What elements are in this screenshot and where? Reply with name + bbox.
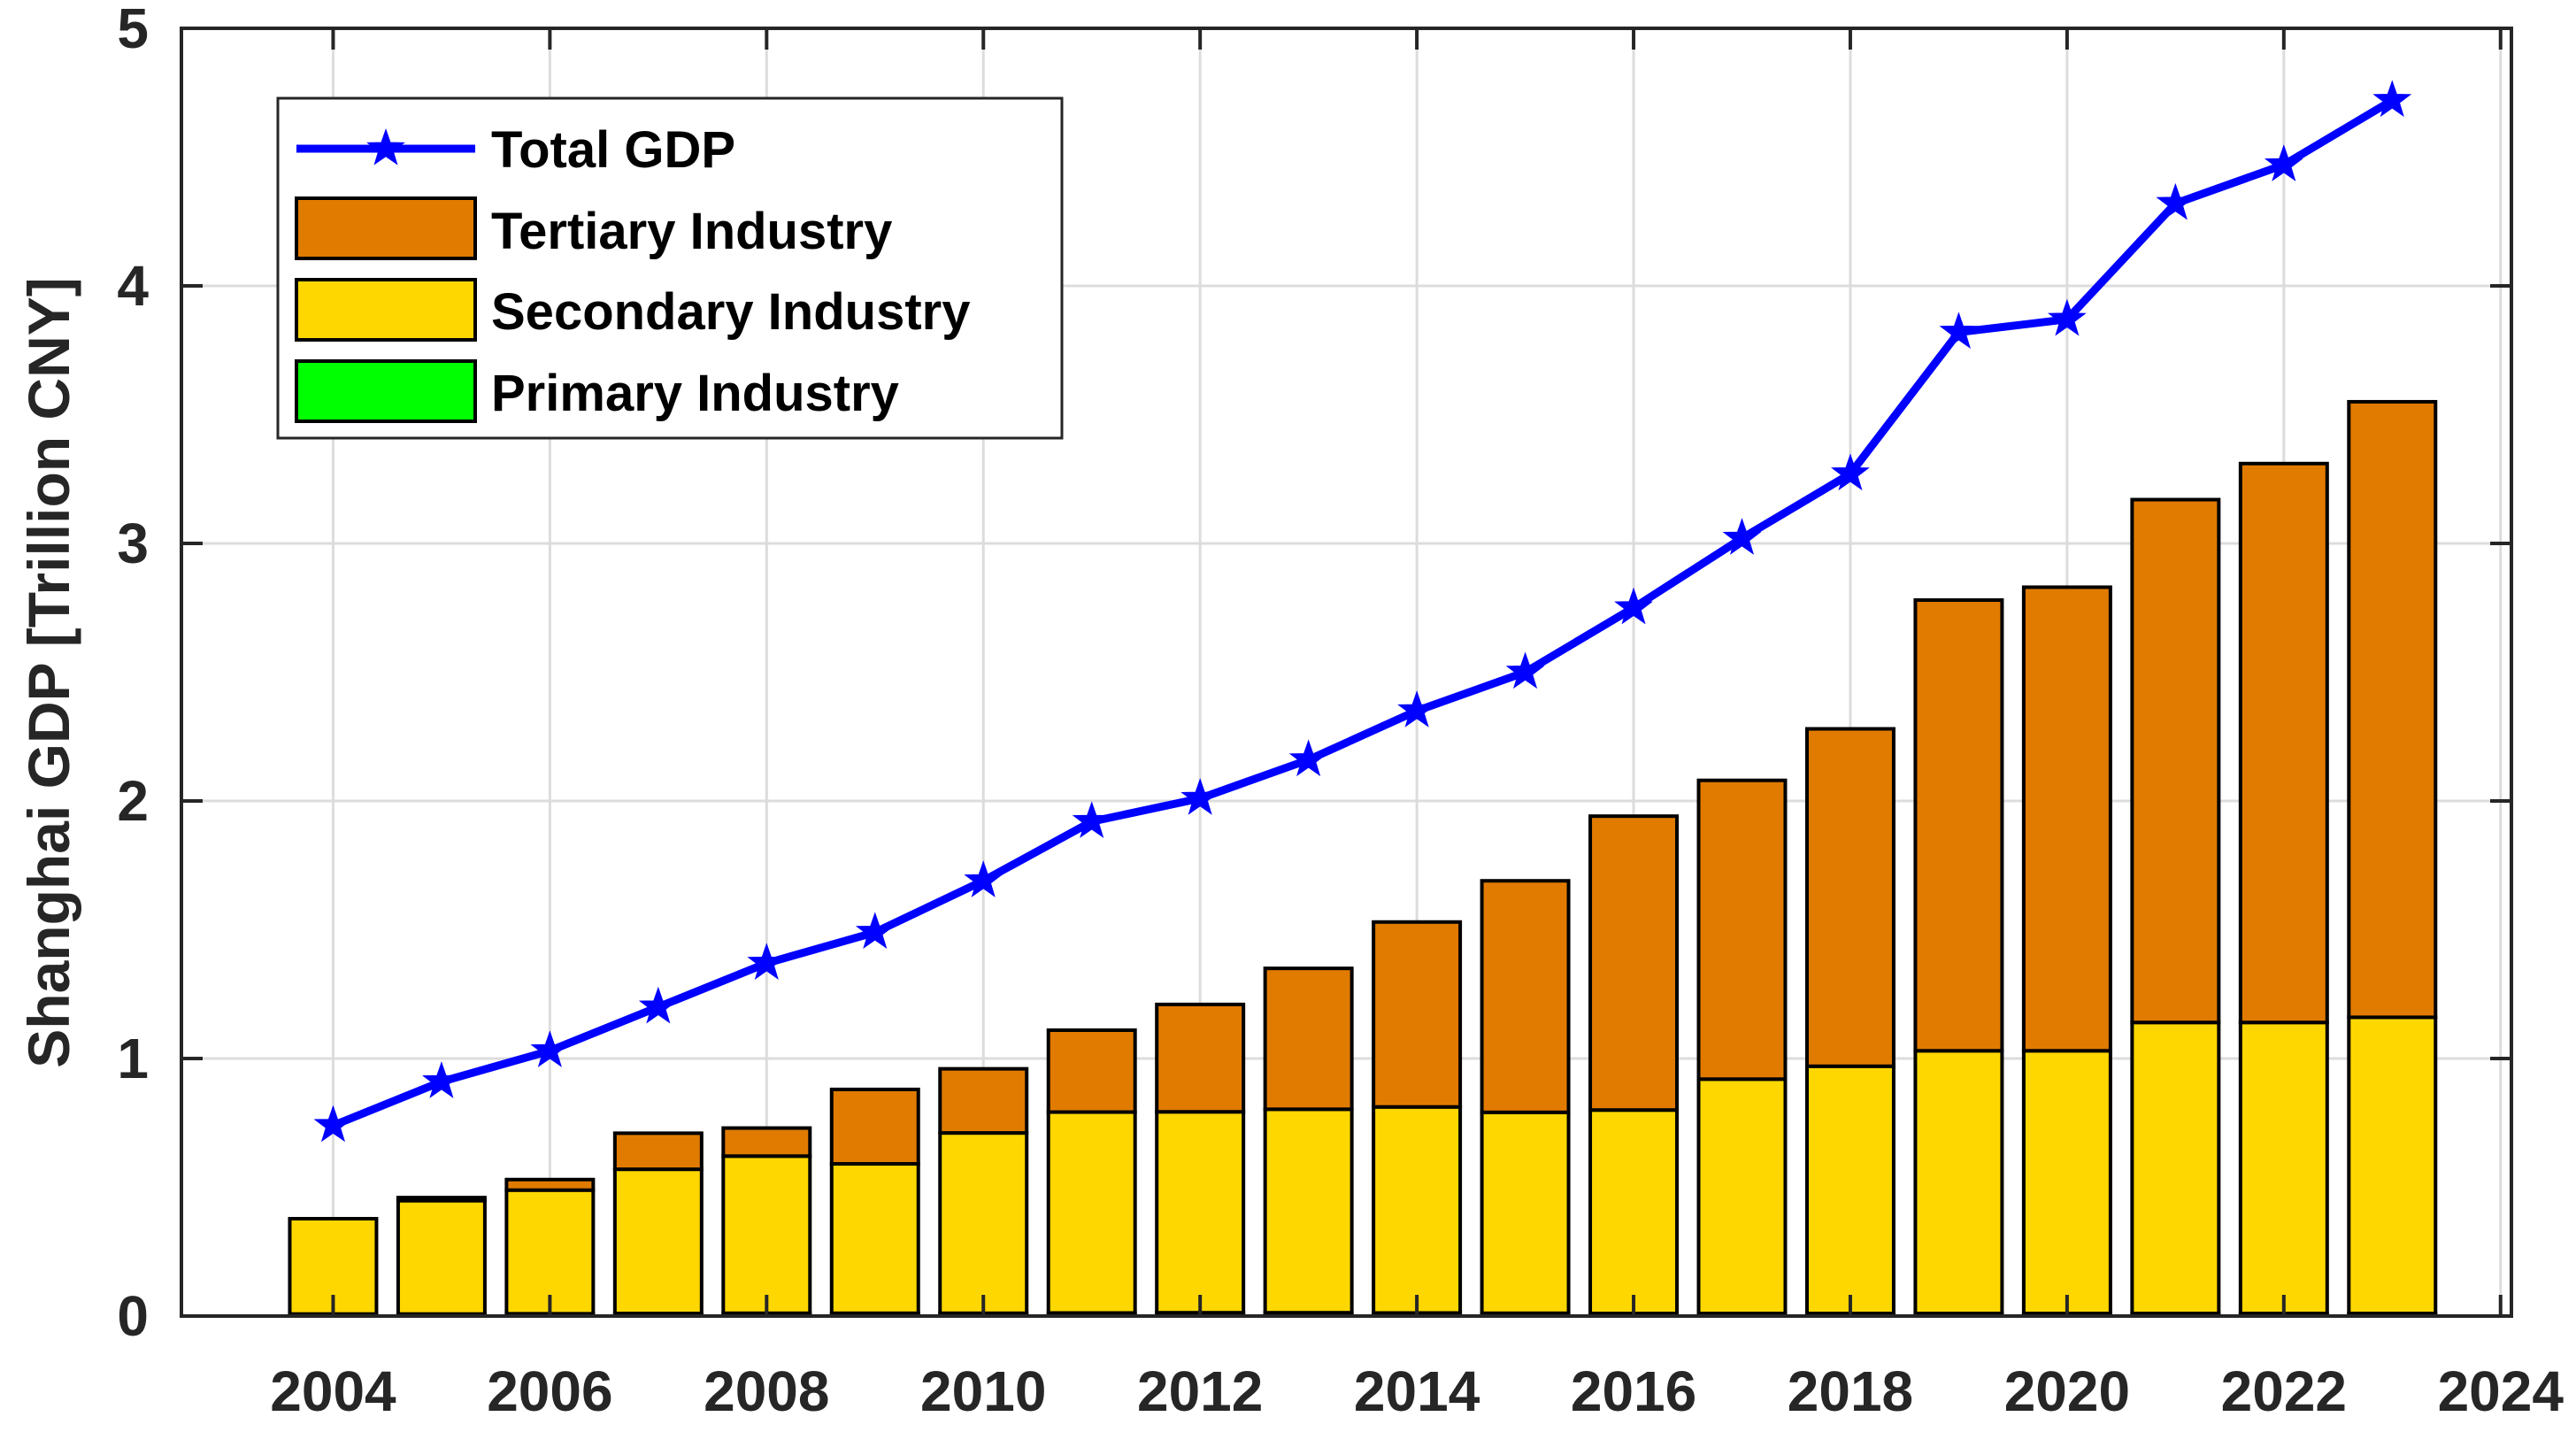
bar-tertiary-industry	[1696, 778, 1788, 1082]
total-gdp-point	[1072, 801, 1111, 838]
legend-star-icon	[366, 127, 405, 166]
total-gdp-point	[2047, 298, 2087, 336]
bars	[288, 399, 2438, 1319]
bar-tertiary-industry	[612, 1131, 704, 1172]
legend-item-tertiary: Tertiary Industry	[295, 196, 892, 260]
x-tick-label: 2022	[2221, 1359, 2347, 1423]
bar-secondary-industry	[938, 1131, 1029, 1315]
x-tick-label: 2008	[704, 1359, 829, 1423]
total-gdp-point	[1614, 587, 1653, 625]
bar-secondary-industry	[829, 1162, 920, 1315]
bar-secondary-industry	[1696, 1077, 1788, 1316]
bar-tertiary-industry	[1804, 727, 1895, 1068]
total-gdp-point	[1831, 453, 1870, 491]
total-gdp-point	[1288, 739, 1328, 777]
x-tick-label: 2010	[920, 1359, 1046, 1423]
legend-swatch-primary	[295, 359, 477, 423]
bar-tertiary-industry	[504, 1177, 596, 1192]
bar-secondary-industry	[2130, 1020, 2221, 1316]
total-gdp-point	[2156, 182, 2195, 220]
x-tick-label: 2020	[2004, 1359, 2130, 1423]
legend-swatch-tertiary	[295, 196, 477, 260]
bar-secondary-industry	[396, 1198, 487, 1316]
bar-secondary-industry	[1046, 1110, 1137, 1315]
total-gdp-point	[313, 1105, 353, 1143]
total-gdp-point	[1939, 312, 1979, 350]
bar-secondary-industry	[504, 1188, 596, 1316]
bar-secondary-industry	[2347, 1015, 2438, 1316]
axes-box	[180, 27, 2513, 1318]
total-gdp-point	[422, 1061, 461, 1098]
bar-tertiary-industry	[1155, 1002, 1246, 1114]
tick-marks	[181, 27, 2511, 1318]
bar-tertiary-industry	[1480, 879, 1571, 1114]
bar-secondary-industry	[1913, 1049, 2004, 1316]
x-tick-label: 2018	[1788, 1359, 1913, 1423]
x-tick-labels: 2004 2006 2008 2010 2012 2014 2016 2018 2020 2022…	[270, 1359, 2564, 1423]
y-tick-label: 5	[117, 0, 149, 60]
bar-secondary-industry	[721, 1154, 812, 1315]
x-tick-label: 2004	[270, 1359, 396, 1423]
legend: Total GDP Tertiary Industry Secondary In…	[276, 96, 1064, 440]
y-tick-label: 4	[117, 254, 149, 318]
total-gdp-point	[2264, 144, 2303, 181]
bar-tertiary-industry	[721, 1126, 812, 1159]
bar-secondary-industry	[2021, 1049, 2112, 1316]
bar-secondary-industry	[1372, 1105, 1463, 1315]
bar-secondary-industry	[2238, 1020, 2329, 1316]
bar-secondary-industry	[1263, 1107, 1354, 1315]
bar-tertiary-industry	[1372, 920, 1463, 1109]
legend-item-total-gdp: Total GDP	[296, 121, 735, 179]
bar-tertiary-industry	[829, 1087, 920, 1166]
total-gdp-point	[530, 1030, 570, 1067]
bar-secondary-industry	[1480, 1110, 1571, 1315]
total-gdp-point	[964, 860, 1003, 897]
bar-tertiary-industry	[1913, 598, 2004, 1053]
x-tick-label: 2012	[1137, 1359, 1263, 1423]
total-gdp-point	[1180, 778, 1220, 815]
bar-secondary-industry	[1155, 1110, 1246, 1315]
y-tick-labels: 0 1 2 3 4 5	[117, 0, 149, 1348]
legend-label-secondary: Secondary Industry	[491, 283, 970, 341]
legend-item-secondary: Secondary Industry	[295, 278, 970, 342]
x-tick-label: 2016	[1571, 1359, 1696, 1423]
legend-item-primary: Primary Industry	[295, 359, 899, 423]
bar-tertiary-industry	[2021, 585, 2112, 1053]
bar-tertiary-industry	[1263, 966, 1354, 1112]
bar-secondary-industry	[1588, 1108, 1680, 1316]
bar-secondary-industry	[1804, 1064, 1895, 1316]
bar-tertiary-industry	[2130, 497, 2221, 1025]
y-axis-label: Shanghai GDP [Trillion CNY]	[16, 277, 81, 1068]
x-tick-label: 2024	[2438, 1359, 2564, 1423]
y-tick-label: 2	[117, 769, 149, 833]
bar-tertiary-industry	[938, 1066, 1029, 1136]
bar-tertiary-industry	[1046, 1028, 1137, 1114]
bar-tertiary-industry	[1588, 814, 1680, 1112]
legend-label-tertiary: Tertiary Industry	[491, 203, 892, 260]
x-tick-label: 2014	[1354, 1359, 1480, 1423]
total-gdp-point	[2372, 80, 2412, 118]
legend-label-total-gdp: Total GDP	[491, 121, 735, 179]
y-tick-label: 1	[117, 1027, 149, 1090]
total-gdp-point	[855, 912, 895, 950]
total-gdp-point	[1397, 690, 1437, 728]
bar-tertiary-industry	[396, 1196, 487, 1203]
bar-secondary-industry	[612, 1167, 704, 1316]
y-tick-label: 0	[117, 1284, 149, 1348]
total-gdp-line	[331, 96, 2395, 1129]
y-tick-label: 3	[117, 512, 149, 575]
bar-tertiary-industry	[2347, 399, 2438, 1020]
legend-swatch-secondary	[295, 278, 477, 342]
total-gdp-series	[313, 80, 2412, 1143]
total-gdp-point	[747, 943, 787, 980]
bar-tertiary-industry	[2238, 461, 2329, 1025]
legend-label-primary: Primary Industry	[491, 365, 899, 422]
x-tick-label: 2006	[487, 1359, 612, 1423]
total-gdp-point	[1722, 518, 1762, 555]
total-gdp-point	[1505, 651, 1545, 689]
total-gdp-point	[638, 986, 678, 1024]
